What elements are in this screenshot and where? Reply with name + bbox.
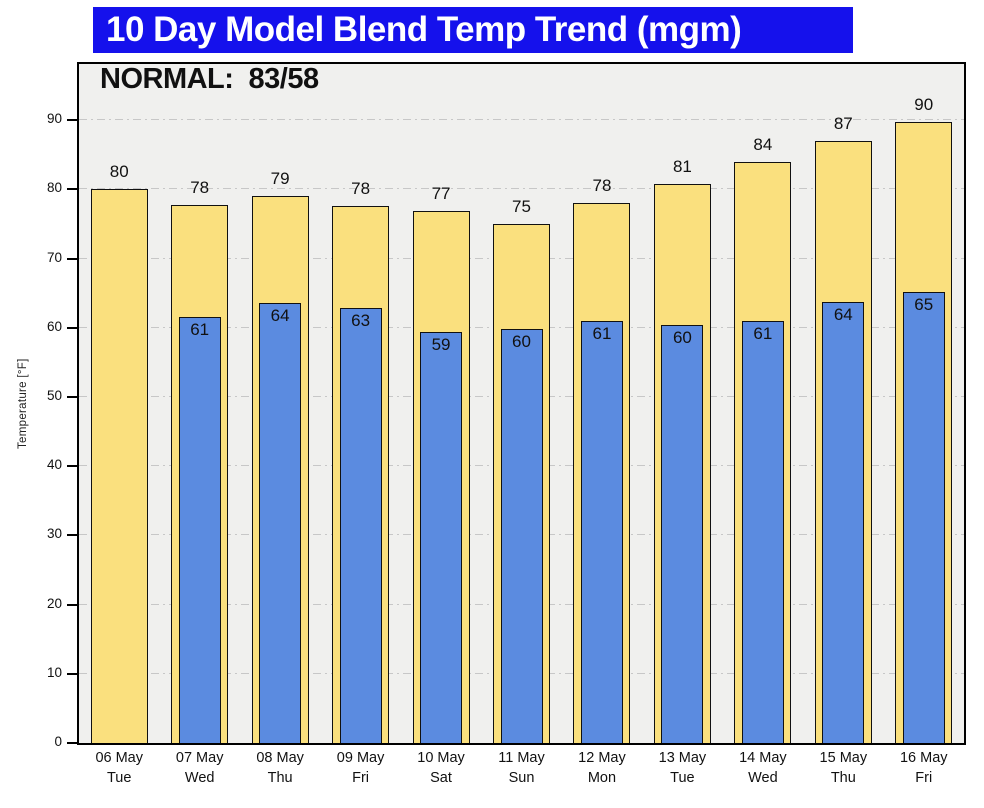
bar-high-label: 81 [672,156,692,176]
x-label-day: Mon [587,770,617,787]
y-tick-label: 50 [46,388,62,403]
y-tick-mark [67,465,78,468]
bar-high-label: 78 [592,176,612,196]
grid-line [79,119,964,122]
bar-high-label: 78 [190,178,210,198]
y-tick-mark [67,326,78,329]
x-tick-label: 11 May Sun [477,748,567,789]
bar-high-label: 80 [109,162,129,182]
x-label-date: 12 May [578,750,626,766]
y-tick-mark [67,742,78,744]
x-label-date: 13 May [658,750,707,766]
y-tick-mark [67,188,78,191]
bar-low: 60 [661,325,704,743]
bar-low: 60 [500,329,543,743]
x-label-day: Sat [430,770,452,787]
bar-low: 64 [822,301,865,743]
x-label-day: Fri [915,770,933,787]
y-tick-mark [67,119,78,122]
bar-low-label: 61 [753,323,773,343]
x-tick-label: 10 May Sat [396,748,486,789]
x-label-date: 07 May [175,750,224,766]
bar-high-label: 87 [833,113,853,133]
bar-high-label: 79 [270,169,290,189]
bar-high [90,189,148,743]
y-tick-label: 30 [46,526,62,542]
bar-low: 63 [339,307,382,743]
y-tick-label: 80 [46,180,62,196]
y-tick-mark [67,672,78,675]
chart-title-banner: 10 Day Model Blend Temp Trend (mgm) [93,7,853,53]
normal-annotation: NORMAL: 83/58 [100,63,319,95]
y-tick-mark [67,396,78,398]
bar-low: 61 [178,317,221,743]
x-label-day: Thu [267,770,293,787]
y-tick-mark [67,603,78,606]
y-tick-mark [67,534,78,537]
y-tick-label: 10 [46,664,62,680]
y-axis-title: Temperature [°F] [17,358,29,449]
grid-line [79,188,964,191]
bar-high-label: 84 [753,134,773,154]
y-tick-label: 90 [46,111,62,127]
bar-low-label: 59 [431,334,451,354]
x-tick-label: 07 May Wed [155,748,245,789]
y-tick-label: 70 [46,249,62,265]
x-tick-label: 06 May Tue [74,748,164,789]
y-tick-label: 20 [46,595,62,611]
x-label-day: Wed [184,770,215,787]
x-tick-label: 15 May Thu [798,748,888,789]
x-label-date: 15 May [819,750,868,766]
bar-low: 61 [580,320,623,743]
y-tick-label: 60 [46,318,62,334]
x-label-day: Tue [670,770,695,787]
x-label-date: 06 May [95,750,143,766]
x-label-date: 14 May [739,750,787,766]
x-label-day: Wed [748,770,778,787]
bar-high-label: 75 [512,197,531,216]
bar-high-label: 78 [351,179,371,199]
bar-low-label: 63 [351,310,371,330]
bar-low-label: 61 [190,320,210,340]
chart-title: 10 Day Model Blend Temp Trend (mgm) [106,10,742,49]
x-tick-label: 08 May Thu [235,748,325,789]
y-tick-label: 40 [46,457,62,473]
y-tick-label: 0 [54,734,62,749]
bar-low-label: 60 [672,328,692,348]
x-tick-label: 14 May Wed [718,748,808,789]
x-label-day: Tue [106,770,132,787]
x-label-date: 16 May [899,750,948,766]
plot-area: 80 78 61 79 64 78 63 77 59 75 60 78 61 81 60 84 61 87 64 90… [77,62,966,745]
bar-low-label: 64 [833,304,853,324]
y-tick-mark [67,257,78,260]
x-label-day: Thu [830,770,856,787]
bar-low: 61 [741,320,784,743]
bar-high-label: 90 [914,95,934,115]
x-tick-label: 16 May Fri [879,748,969,789]
x-label-day: Sun [508,770,535,787]
bar-low-label: 64 [270,305,290,325]
bar-low-label: 60 [512,332,531,352]
bar-low: 64 [259,302,302,743]
x-label-date: 10 May [417,750,465,766]
x-tick-label: 13 May Tue [637,748,727,789]
x-label-date: 11 May [498,750,545,766]
x-tick-label: 09 May Fri [316,748,406,789]
bar-low-label: 61 [592,323,612,343]
x-label-date: 08 May [256,750,304,766]
bar-high-label: 77 [431,183,451,203]
x-label-date: 09 May [336,750,385,766]
bar-low: 59 [420,331,463,743]
x-tick-label: 12 May Mon [557,748,647,789]
bar-low: 65 [902,291,945,743]
bar-low-label: 65 [914,294,934,314]
x-label-day: Fri [352,770,370,787]
